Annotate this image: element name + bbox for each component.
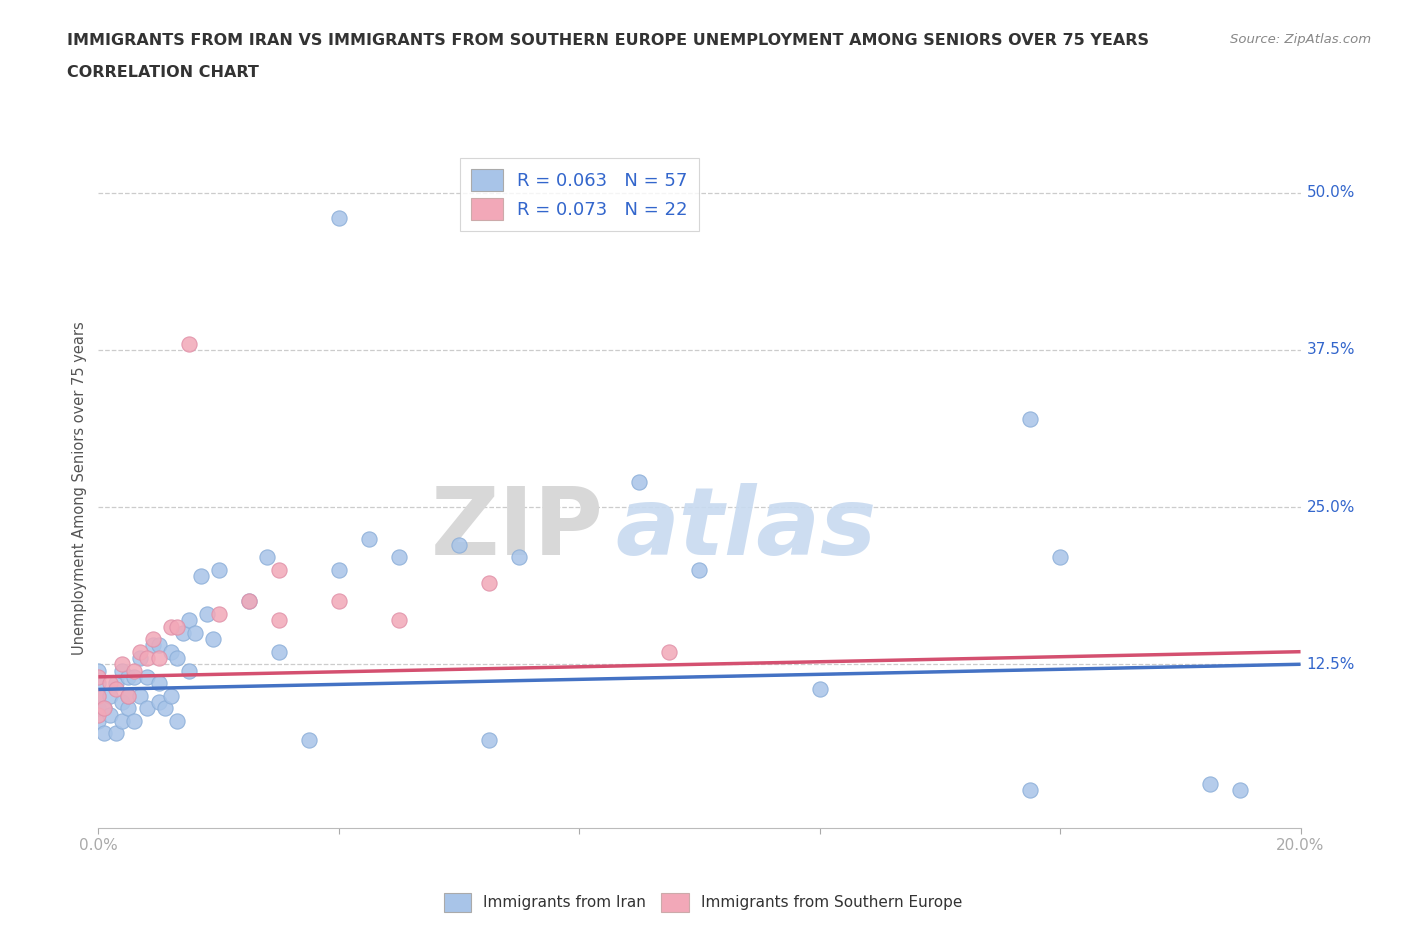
Point bbox=[148, 676, 170, 691]
Point bbox=[688, 563, 710, 578]
Text: 12.5%: 12.5% bbox=[1306, 657, 1355, 671]
Legend: Immigrants from Iran, Immigrants from Southern Europe: Immigrants from Iran, Immigrants from So… bbox=[437, 887, 969, 918]
Point bbox=[93, 726, 115, 741]
Text: IMMIGRANTS FROM IRAN VS IMMIGRANTS FROM SOUTHERN EUROPE UNEMPLOYMENT AMONG SENIO: IMMIGRANTS FROM IRAN VS IMMIGRANTS FROM … bbox=[67, 33, 1150, 47]
Point bbox=[808, 682, 831, 697]
Point bbox=[141, 638, 163, 653]
Point bbox=[153, 701, 176, 716]
Point bbox=[87, 701, 110, 716]
Point bbox=[190, 569, 212, 584]
Point bbox=[478, 732, 501, 747]
Point bbox=[105, 726, 128, 741]
Point bbox=[135, 670, 157, 684]
Point bbox=[124, 713, 146, 728]
Point bbox=[117, 688, 139, 703]
Point bbox=[166, 619, 188, 634]
Point bbox=[267, 644, 290, 659]
Point bbox=[93, 701, 115, 716]
Point bbox=[1019, 782, 1042, 797]
Point bbox=[129, 688, 152, 703]
Point bbox=[1199, 777, 1222, 791]
Point bbox=[508, 550, 530, 565]
Point bbox=[177, 663, 200, 678]
Text: CORRELATION CHART: CORRELATION CHART bbox=[67, 65, 259, 80]
Point bbox=[177, 337, 200, 352]
Point bbox=[183, 625, 205, 640]
Point bbox=[1229, 782, 1251, 797]
Point bbox=[141, 631, 163, 646]
Point bbox=[208, 606, 231, 621]
Text: 37.5%: 37.5% bbox=[1306, 342, 1355, 357]
Point bbox=[111, 663, 134, 678]
Point bbox=[148, 638, 170, 653]
Text: Source: ZipAtlas.com: Source: ZipAtlas.com bbox=[1230, 33, 1371, 46]
Point bbox=[658, 644, 681, 659]
Text: ZIP: ZIP bbox=[430, 483, 603, 575]
Y-axis label: Unemployment Among Seniors over 75 years: Unemployment Among Seniors over 75 years bbox=[72, 322, 87, 655]
Point bbox=[159, 644, 181, 659]
Point bbox=[357, 531, 380, 546]
Point bbox=[124, 663, 146, 678]
Point bbox=[201, 631, 224, 646]
Point bbox=[135, 651, 157, 666]
Point bbox=[135, 701, 157, 716]
Point bbox=[87, 670, 110, 684]
Point bbox=[124, 670, 146, 684]
Point bbox=[267, 613, 290, 628]
Point bbox=[177, 613, 200, 628]
Point bbox=[238, 594, 260, 609]
Point bbox=[117, 701, 139, 716]
Point bbox=[159, 619, 181, 634]
Point bbox=[238, 594, 260, 609]
Point bbox=[148, 651, 170, 666]
Point bbox=[166, 713, 188, 728]
Point bbox=[111, 695, 134, 710]
Point bbox=[159, 688, 181, 703]
Point bbox=[298, 732, 321, 747]
Point bbox=[447, 538, 470, 552]
Point bbox=[478, 575, 501, 590]
Point bbox=[105, 676, 128, 691]
Point bbox=[1049, 550, 1071, 565]
Point bbox=[208, 563, 231, 578]
Point bbox=[328, 594, 350, 609]
Point bbox=[87, 688, 110, 703]
Point bbox=[628, 474, 651, 489]
Point bbox=[328, 210, 350, 225]
Text: atlas: atlas bbox=[616, 483, 876, 575]
Point bbox=[87, 707, 110, 722]
Point bbox=[87, 688, 110, 703]
Point bbox=[100, 688, 122, 703]
Point bbox=[111, 657, 134, 671]
Point bbox=[148, 695, 170, 710]
Point bbox=[87, 663, 110, 678]
Point bbox=[129, 644, 152, 659]
Point bbox=[1019, 412, 1042, 427]
Point bbox=[195, 606, 218, 621]
Point bbox=[93, 701, 115, 716]
Point bbox=[111, 713, 134, 728]
Point bbox=[166, 651, 188, 666]
Point bbox=[328, 563, 350, 578]
Legend: R = 0.063   N = 57, R = 0.073   N = 22: R = 0.063 N = 57, R = 0.073 N = 22 bbox=[460, 158, 699, 231]
Point bbox=[100, 707, 122, 722]
Point bbox=[388, 613, 411, 628]
Text: 25.0%: 25.0% bbox=[1306, 499, 1355, 514]
Text: 50.0%: 50.0% bbox=[1306, 185, 1355, 200]
Point bbox=[117, 688, 139, 703]
Point bbox=[87, 676, 110, 691]
Point bbox=[172, 625, 194, 640]
Point bbox=[267, 563, 290, 578]
Point bbox=[129, 651, 152, 666]
Point bbox=[388, 550, 411, 565]
Point bbox=[105, 682, 128, 697]
Point bbox=[100, 676, 122, 691]
Point bbox=[87, 713, 110, 728]
Point bbox=[256, 550, 278, 565]
Point bbox=[117, 670, 139, 684]
